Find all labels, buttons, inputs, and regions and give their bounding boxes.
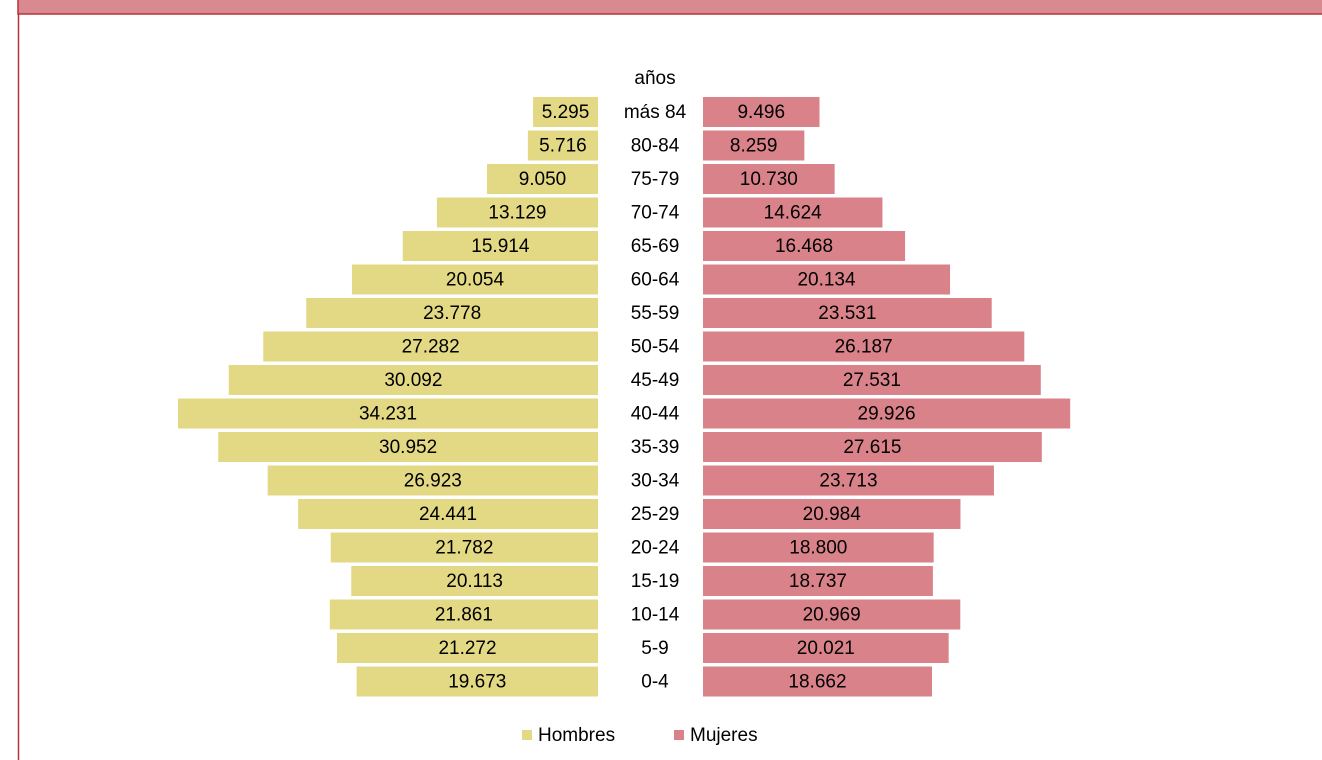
bar (330, 532, 598, 563)
value-label: 20.134 (797, 270, 856, 291)
value-label: 18.800 (789, 538, 847, 559)
category-label: 55-59 (631, 303, 680, 324)
category-label: 70-74 (631, 203, 680, 224)
bar (486, 164, 598, 194)
category-label: 35-39 (631, 437, 680, 458)
bar (703, 164, 835, 194)
bar (337, 633, 598, 663)
value-label: 13.129 (488, 203, 546, 224)
value-label: 26.187 (835, 337, 893, 358)
value-label: 18.662 (788, 672, 846, 693)
category-label: 30-34 (631, 471, 680, 492)
bar (703, 499, 961, 529)
category-label: 40-44 (631, 404, 680, 425)
bar (703, 666, 932, 697)
bar (703, 298, 992, 328)
category-label: 5-9 (641, 638, 668, 659)
value-label: 26.923 (404, 471, 462, 492)
bar (703, 130, 805, 161)
bar (703, 432, 1042, 462)
value-label: 20.969 (803, 605, 861, 626)
value-label: 21.782 (435, 538, 493, 559)
value-label: 18.737 (789, 571, 847, 592)
bar (306, 298, 598, 328)
value-label: 21.272 (438, 638, 496, 659)
bar (351, 264, 598, 295)
value-label: 16.468 (775, 236, 833, 257)
value-label: 20.984 (803, 504, 862, 525)
value-label: 21.861 (435, 605, 493, 626)
category-label: 10-14 (631, 605, 680, 626)
value-label: 9.050 (519, 169, 567, 190)
category-label: 20-24 (631, 538, 680, 559)
value-label: 30.092 (384, 370, 442, 391)
bar (703, 231, 906, 261)
bar (703, 532, 934, 563)
value-label: 14.624 (764, 203, 823, 224)
bar (703, 633, 949, 663)
category-label: 0-4 (641, 672, 669, 693)
category-label: 50-54 (631, 337, 680, 358)
category-label: 80-84 (631, 136, 680, 157)
category-label: 60-64 (631, 270, 680, 291)
bar (703, 599, 961, 630)
category-label: 65-69 (631, 236, 680, 257)
value-label: 8.259 (730, 136, 778, 157)
value-label: 10.730 (740, 169, 798, 190)
value-label: 27.615 (843, 437, 901, 458)
legend-label: Mujeres (690, 725, 758, 746)
legend-label: Hombres (538, 725, 615, 746)
bar (703, 398, 1071, 429)
bar (402, 231, 598, 261)
value-label: 20.021 (797, 638, 855, 659)
value-label: 23.713 (819, 471, 877, 492)
bar (228, 365, 598, 395)
bar (329, 599, 598, 630)
bar (351, 566, 598, 596)
category-label: 25-29 (631, 504, 680, 525)
category-axis-label: años (634, 68, 675, 89)
value-label: 20.054 (446, 270, 505, 291)
value-label: 29.926 (858, 404, 916, 425)
value-label: 24.441 (419, 504, 477, 525)
category-label: más 84 (624, 102, 687, 123)
value-label: 20.113 (446, 571, 503, 592)
bar (356, 666, 598, 697)
legend-swatch (674, 730, 684, 740)
bar (263, 331, 598, 362)
bar (703, 365, 1041, 395)
bar (703, 264, 951, 295)
bar (178, 398, 598, 429)
category-label: 15-19 (631, 571, 680, 592)
header-band (17, 0, 1322, 15)
bar (267, 465, 598, 496)
value-label: 5.295 (542, 102, 590, 123)
bar (703, 97, 820, 127)
value-label: 9.496 (737, 102, 785, 123)
value-label: 15.914 (471, 236, 530, 257)
bar (298, 499, 598, 529)
value-label: 27.282 (402, 337, 460, 358)
value-label: 23.531 (818, 303, 876, 324)
value-label: 23.778 (423, 303, 481, 324)
category-label: 45-49 (631, 370, 680, 391)
bar (703, 566, 933, 596)
value-label: 27.531 (843, 370, 901, 391)
bar (703, 331, 1025, 362)
bar (703, 197, 883, 228)
value-label: 34.231 (359, 404, 417, 425)
value-label: 30.952 (379, 437, 437, 458)
value-label: 5.716 (539, 136, 587, 157)
value-label: 19.673 (448, 672, 506, 693)
bar (436, 197, 598, 228)
bar (527, 130, 598, 161)
legend-swatch (522, 730, 532, 740)
bar (533, 97, 598, 127)
bar (703, 465, 994, 496)
category-label: 75-79 (631, 169, 680, 190)
bar (218, 432, 599, 462)
